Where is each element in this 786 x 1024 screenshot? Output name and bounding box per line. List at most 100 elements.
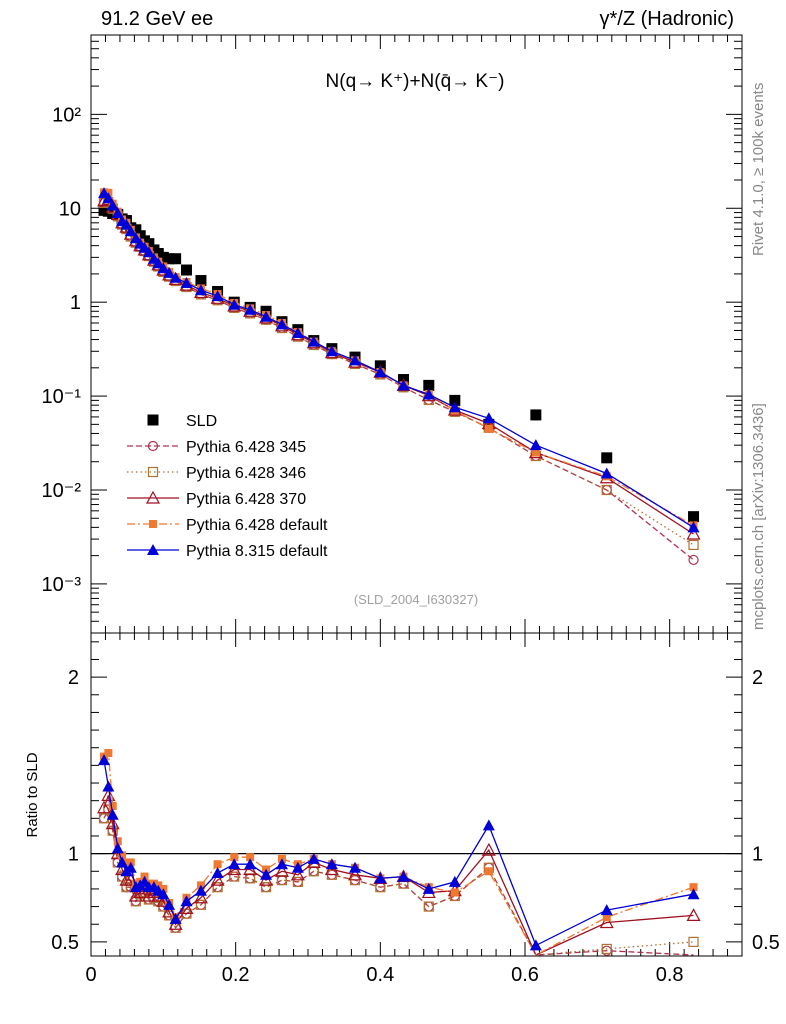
ratio-point (349, 861, 362, 873)
ratio-axis-label: Ratio to SLD (24, 752, 41, 837)
data-point (180, 277, 193, 289)
legend-item: SLD (147, 413, 217, 430)
ratio-point (179, 901, 194, 914)
series-line (103, 201, 694, 546)
ratio-point (180, 895, 193, 907)
data-point (157, 262, 170, 274)
ratio-point (195, 899, 207, 910)
data-point (163, 266, 176, 278)
header-right-label: γ*/Z (Hadronic) (599, 8, 734, 30)
ratio-point (689, 883, 698, 892)
ratio-point (244, 858, 257, 870)
ratio-point (260, 868, 273, 880)
ratio-point (481, 842, 496, 856)
ratio-point (128, 888, 143, 902)
data-point (530, 409, 542, 421)
legend-item: Pythia 8.315 default (127, 543, 328, 560)
data-point (423, 379, 435, 391)
ratio-line (103, 795, 694, 956)
ratio-x-axis: 0 0.2 0.4 0.6 0.8 (85, 633, 743, 986)
ratio-point (106, 808, 119, 820)
data-point (601, 484, 612, 496)
legend-marker (147, 466, 159, 478)
data-point (130, 224, 142, 236)
data-point (211, 290, 224, 302)
data-point (291, 326, 304, 338)
ratio-point (292, 876, 303, 887)
data-point (194, 284, 207, 296)
ratio-point (307, 852, 320, 864)
y-tick-label: 10⁻² (42, 480, 82, 502)
data-point (244, 303, 257, 315)
x-tick-label: 0.4 (366, 964, 394, 986)
ratio-y-tick-label: 2 (68, 667, 79, 689)
legend-item: Pythia 6.428 default (127, 517, 328, 534)
ratio-point (599, 915, 614, 929)
ratio-series-pythia-8-315-default (98, 754, 700, 951)
legend-label: Pythia 6.428 346 (186, 465, 306, 482)
x-tick-label: 0.6 (511, 964, 539, 986)
ratio-point (601, 943, 612, 955)
ratio-point (450, 888, 459, 897)
ratio-y-tick-label-right: 2 (752, 667, 763, 689)
data-point (169, 271, 182, 283)
series-pythia-8-315-default (98, 187, 700, 533)
main-x-axis (90, 35, 743, 633)
data-point (275, 318, 288, 330)
ratio-point (229, 871, 240, 882)
ratio-point (157, 888, 170, 900)
ratio-point (687, 888, 700, 900)
ratio-point (290, 867, 305, 881)
ratio-point (448, 875, 461, 887)
ratio-point (104, 749, 113, 758)
data-point (422, 388, 435, 400)
ratio-point (686, 908, 701, 922)
legend-marker (147, 414, 159, 426)
data-point (687, 521, 700, 533)
data-point (688, 511, 700, 523)
data-point (529, 439, 542, 451)
ratio-line (103, 807, 694, 956)
rivet-version-label: Rivet 4.1.0, ≥ 100k events (750, 82, 767, 256)
data-point (531, 448, 540, 457)
legend-marker (145, 490, 161, 504)
ratio-point (600, 904, 613, 916)
x-tick-label: 0 (85, 964, 96, 986)
legend-label: Pythia 6.428 370 (186, 491, 306, 508)
ratio-point (602, 913, 611, 922)
ratio-point (228, 858, 241, 870)
ratio-point (308, 866, 319, 877)
ratio-point (97, 800, 112, 814)
y-tick-label: 10⁻³ (42, 574, 82, 596)
ratio-y-tick-label-right: 0.5 (752, 932, 780, 954)
ratio-point (118, 851, 127, 860)
data-point (152, 257, 165, 269)
ratio-point (102, 780, 115, 792)
data-point (325, 345, 338, 357)
data-point (600, 467, 613, 479)
data-point (601, 452, 613, 464)
ratio-point (169, 912, 182, 924)
ratio-y-tick-label-right: 1 (752, 844, 763, 866)
x-tick-label: 0.2 (222, 964, 250, 986)
data-point (688, 554, 699, 566)
legend-item: Pythia 6.428 345 (127, 439, 306, 456)
ratio-point (193, 890, 208, 904)
data-point (349, 354, 362, 366)
ratio-point (163, 898, 176, 910)
ratio-point (374, 872, 387, 884)
legend-marker (147, 544, 159, 555)
ratio-point (276, 875, 288, 886)
data-point (102, 192, 115, 204)
main-panel: 10⁻³ 10⁻² 10⁻¹ 1 10 10² N(q→ K⁺)+N(q̄→ K⁻) (S… (42, 34, 743, 634)
data-point (111, 207, 124, 219)
data-point (686, 526, 701, 540)
legend-label: Pythia 6.428 345 (186, 439, 306, 456)
ratio-frame (90, 632, 743, 957)
series-line (103, 198, 694, 535)
data-point (195, 275, 207, 287)
legend-marker (149, 520, 157, 528)
ratio-point (291, 861, 304, 873)
ratio-y-axis: 0.5 0.5 1 1 2 2 (51, 641, 780, 954)
